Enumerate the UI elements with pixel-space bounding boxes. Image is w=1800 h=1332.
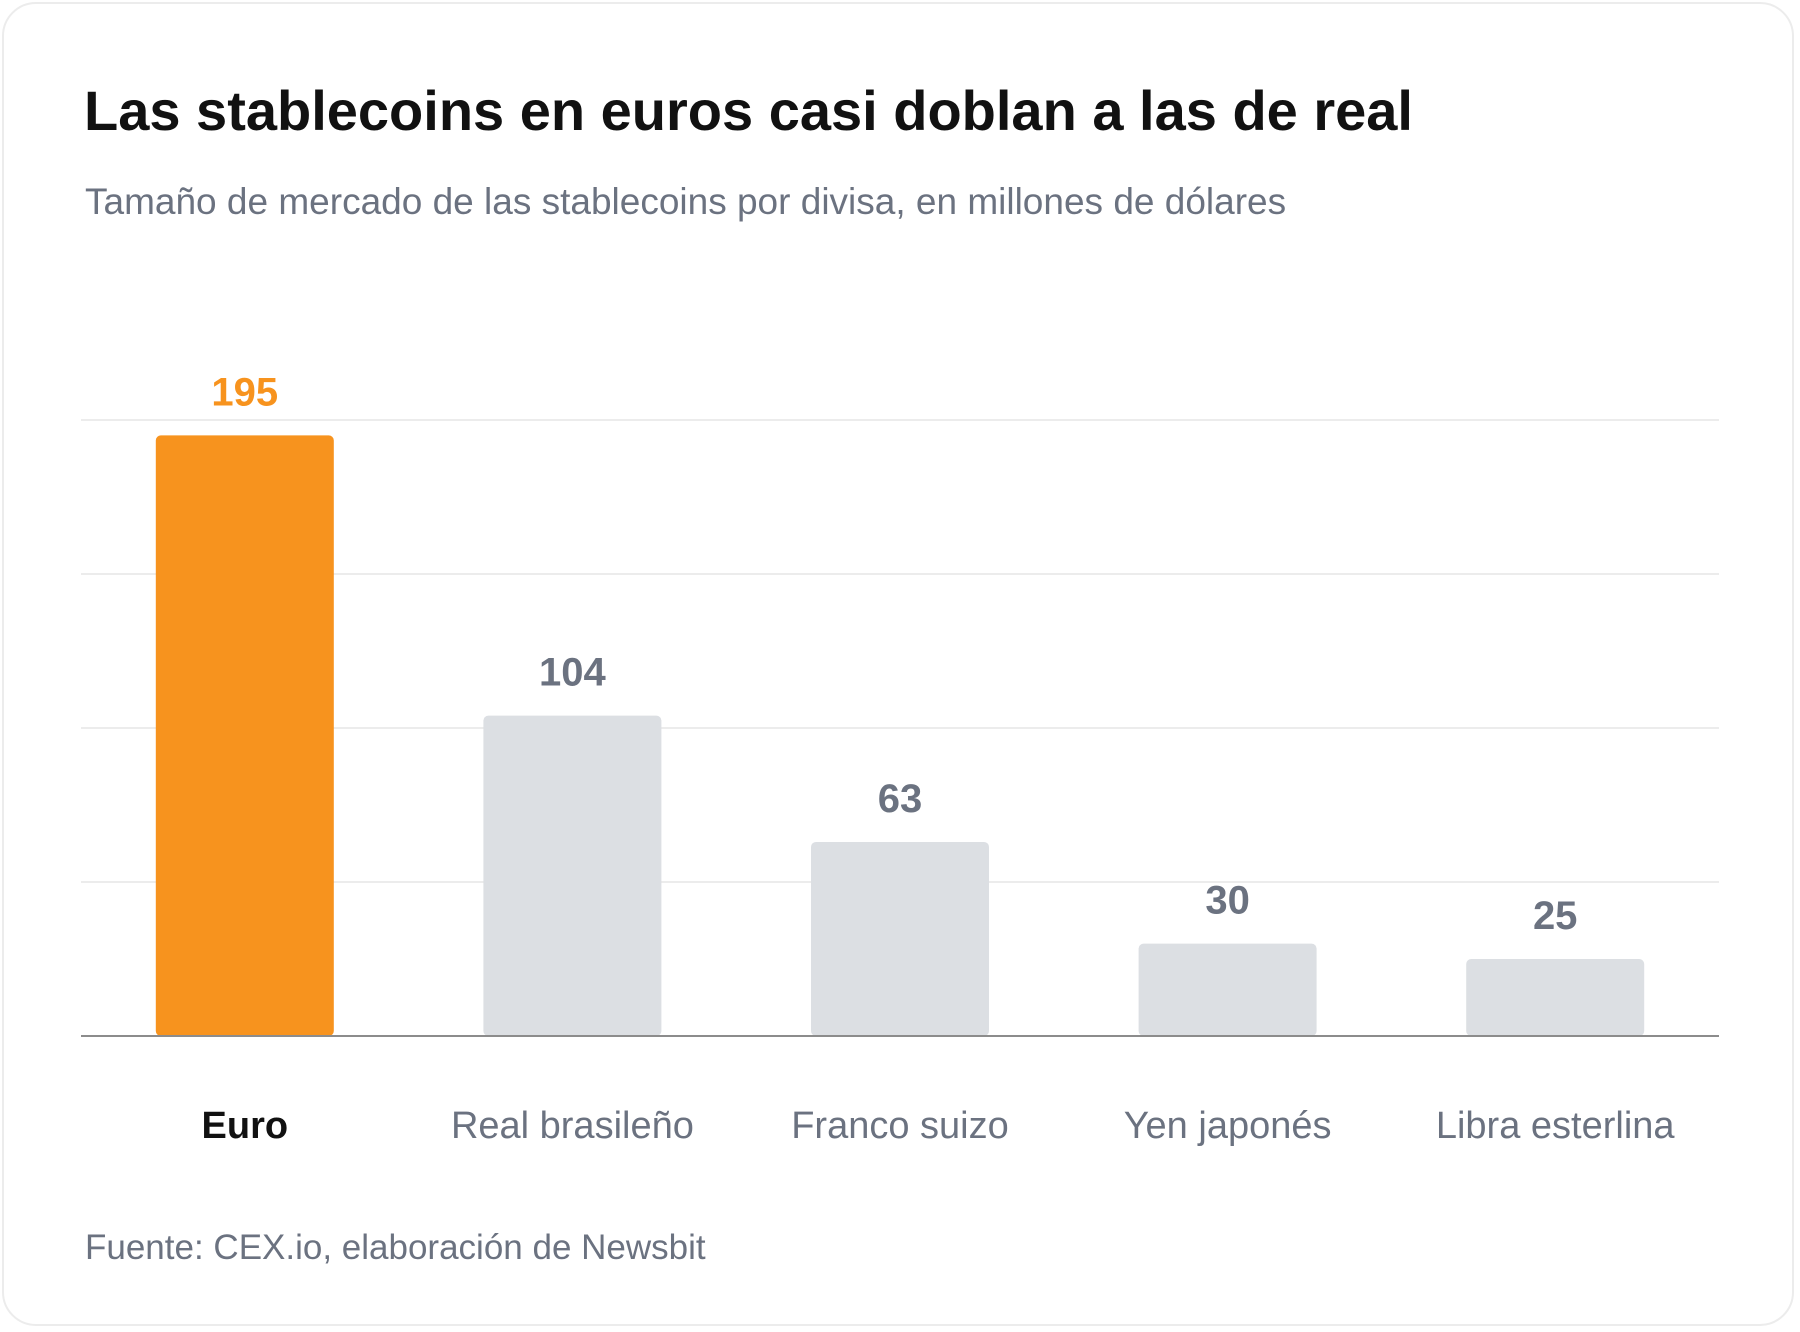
category-label-libra-esterlina: Libra esterlina <box>1436 1105 1676 1147</box>
value-label-yen-japones: 30 <box>1205 879 1250 923</box>
value-label-real-brasileno: 104 <box>539 651 606 695</box>
value-label-euro: 195 <box>211 370 278 414</box>
bar-yen-japones <box>1138 943 1317 1036</box>
bar-euro <box>155 435 334 1036</box>
value-label-libra-esterlina: 25 <box>1533 894 1578 938</box>
value-label-franco-suizo: 63 <box>878 777 923 821</box>
category-label-euro: Euro <box>202 1105 289 1147</box>
bars <box>155 435 1645 1036</box>
chart-subtitle: Tamaño de mercado de las stablecoins por… <box>85 181 1287 222</box>
chart-title: Las stablecoins en euros casi doblan a l… <box>84 79 1413 142</box>
category-label-yen-japones: Yen japonés <box>1124 1105 1332 1147</box>
category-labels: Euro Real brasileño Franco suizo Yen japoné… <box>202 1105 1676 1147</box>
bar-real-brasileno <box>483 715 662 1036</box>
bar-libra-esterlina <box>1466 959 1645 1036</box>
chart-source: Fuente: CEX.io, elaboración de Newsbit <box>85 1228 706 1267</box>
category-label-franco-suizo: Franco suizo <box>791 1105 1009 1147</box>
bar-franco-suizo <box>811 841 989 1036</box>
category-label-real-brasileno: Real brasileño <box>451 1105 694 1147</box>
value-labels: 195 104 63 30 25 <box>211 370 1577 938</box>
